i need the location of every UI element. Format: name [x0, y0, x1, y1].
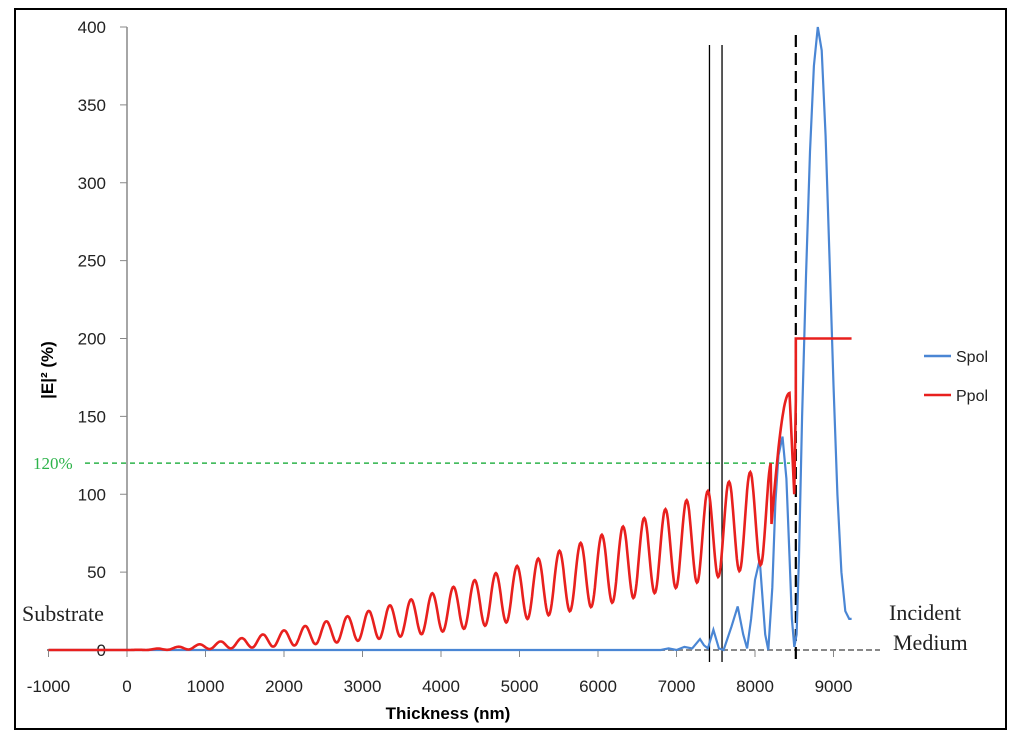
series-line-spol — [48, 26, 852, 652]
x-tick-label: 4000 — [422, 677, 460, 696]
y-tick-label: 250 — [78, 252, 106, 271]
x-tick-label: 5000 — [501, 677, 539, 696]
x-axis-title: Thickness (nm) — [386, 704, 511, 723]
y-tick-label: 150 — [78, 407, 106, 426]
x-tick-label: 6000 — [579, 677, 617, 696]
incident-label-line2: Medium — [893, 630, 968, 655]
reference-line-label: 120% — [33, 454, 73, 473]
x-tick-labels: -1000 0 1000 2000 3000 4000 5000 6000 7000 8000 90… — [27, 650, 853, 696]
x-tick-label: 1000 — [187, 677, 225, 696]
x-tick-label: 8000 — [736, 677, 774, 696]
series-line-ppol — [48, 337, 852, 652]
x-tick-label: 0 — [122, 677, 131, 696]
x-tick-label: 3000 — [344, 677, 382, 696]
legend-label-ppol: Ppol — [956, 388, 988, 405]
y-tick-label: 50 — [87, 563, 106, 582]
x-tick-label: 7000 — [658, 677, 696, 696]
legend: Spol Ppol — [924, 349, 988, 405]
incident-label-line1: Incident — [889, 600, 961, 625]
substrate-label: Substrate — [22, 601, 104, 626]
x-tick-label: 2000 — [265, 677, 303, 696]
x-tick-label: -1000 — [27, 677, 70, 696]
x-tick-label: 9000 — [815, 677, 853, 696]
y-tick-labels: 050100150200250300350400 — [78, 18, 127, 660]
legend-label-spol: Spol — [956, 349, 988, 366]
y-tick-label: 350 — [78, 96, 106, 115]
y-tick-label: 400 — [78, 18, 106, 37]
y-tick-label: 100 — [78, 485, 106, 504]
y-tick-label: 300 — [78, 174, 106, 193]
y-tick-label: 200 — [78, 330, 106, 349]
y-axis-title: |E|² (%) — [38, 341, 57, 399]
